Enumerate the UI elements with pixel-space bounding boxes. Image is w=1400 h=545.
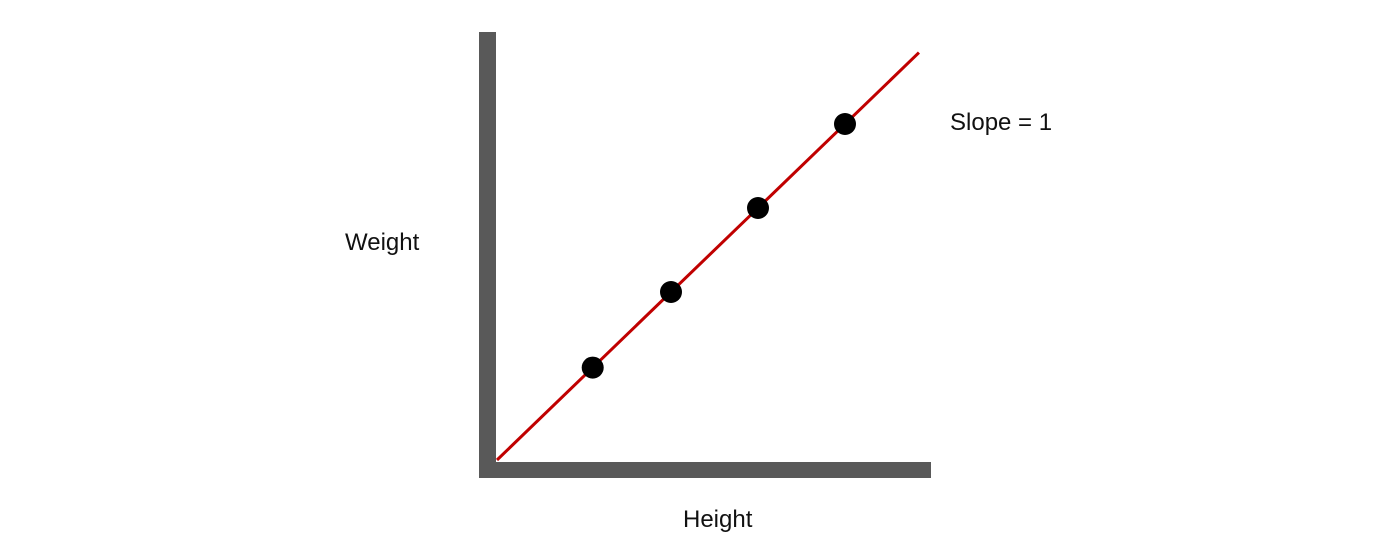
data-point-4 (834, 113, 856, 135)
data-points (581, 113, 856, 379)
slope-annotation: Slope = 1 (950, 109, 1052, 136)
data-point-3 (747, 197, 769, 219)
y-axis-line (479, 32, 496, 478)
x-axis-title: Height (683, 506, 753, 533)
data-point-2 (660, 281, 682, 303)
x-axis-line (479, 462, 931, 478)
y-axis-title: Weight (345, 229, 420, 256)
data-point-1 (581, 356, 604, 379)
slope-line (495, 51, 920, 462)
chart-axes (479, 32, 931, 478)
